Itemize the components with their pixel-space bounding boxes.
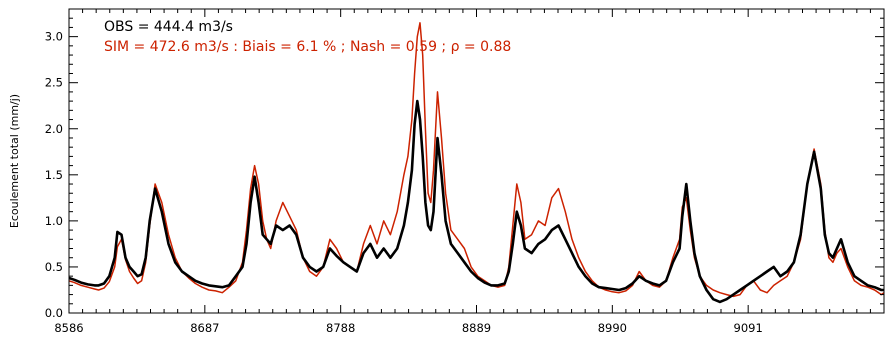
y-tick-label: 2.5 — [45, 76, 63, 90]
y-axis: 0.0 0.5 1.0 1.5 2.0 2.5 3.0 — [45, 17, 884, 320]
x-axis: 8586 8687 8788 8889 8990 9091 — [54, 9, 871, 335]
y-tick-label: 1.0 — [45, 214, 63, 228]
annotation-obs: OBS = 444.4 m3/s — [104, 19, 233, 35]
series-line-sim — [69, 22, 884, 298]
y-axis-label: Ecoulement total (mm/j) — [8, 94, 21, 228]
y-tick-label: 2.0 — [45, 122, 63, 136]
y-tick-label: 0.5 — [45, 260, 63, 274]
annotation-sim: SIM = 472.6 m3/s : Biais = 6.1 % ; Nash … — [104, 39, 511, 55]
x-tick-label: 8586 — [54, 321, 83, 335]
y-tick-label: 0.0 — [45, 306, 63, 320]
y-tick-label: 1.5 — [45, 168, 63, 182]
x-tick-label: 8687 — [190, 321, 219, 335]
x-tick-label: 8788 — [326, 321, 355, 335]
series-layer — [69, 22, 884, 304]
x-tick-label: 8990 — [598, 321, 627, 335]
series-line-obs — [69, 99, 884, 304]
y-tick-label: 3.0 — [45, 30, 63, 44]
x-tick-label: 9091 — [734, 321, 763, 335]
x-tick-label: 8889 — [462, 321, 491, 335]
